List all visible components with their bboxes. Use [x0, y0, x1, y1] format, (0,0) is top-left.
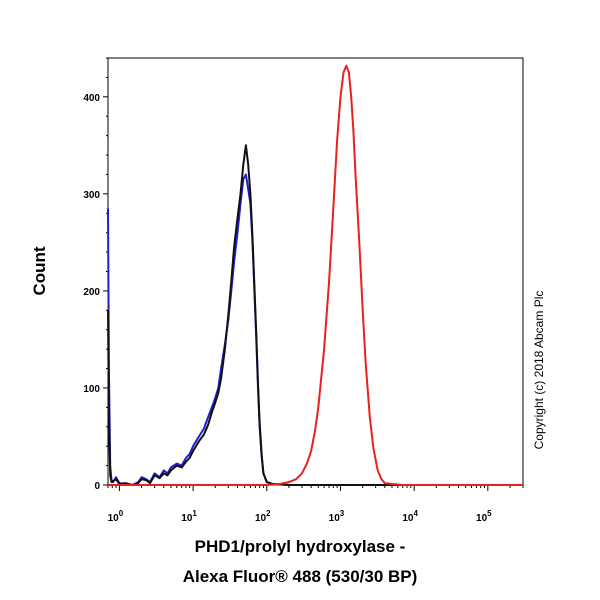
- x-tick-label: 105: [476, 509, 492, 524]
- y-tick-label: 400: [83, 93, 100, 104]
- x-tick-label: 100: [108, 509, 124, 524]
- plot-series: [107, 64, 523, 486]
- y-tick-label: 300: [83, 190, 100, 201]
- y-axis-title: Count: [30, 246, 49, 295]
- y-tick-label: 0: [94, 481, 100, 492]
- copyright-annotation: Copyright (c) 2018 Abcam Plc: [532, 291, 546, 450]
- x-tick-label: 103: [329, 509, 345, 524]
- x-axis-title-line-2: Alexa Fluor® 488 (530/30 BP): [183, 567, 418, 586]
- x-tick-label: 102: [255, 509, 271, 524]
- x-axis-title-line-1: PHD1/prolyl hydroxylase -: [195, 537, 406, 556]
- histogram-series-3: [108, 64, 523, 486]
- x-tick-label: 101: [181, 509, 197, 524]
- x-axis: 100 101 102 103 104 105: [107, 485, 524, 524]
- y-tick-label: 200: [83, 287, 100, 298]
- y-axis: 0 100 200 300 400: [83, 57, 108, 492]
- histogram-series-2: [107, 144, 523, 486]
- y-tick-label: 100: [83, 384, 100, 395]
- histogram-series-1: [107, 173, 523, 486]
- x-tick-label: 104: [402, 509, 418, 524]
